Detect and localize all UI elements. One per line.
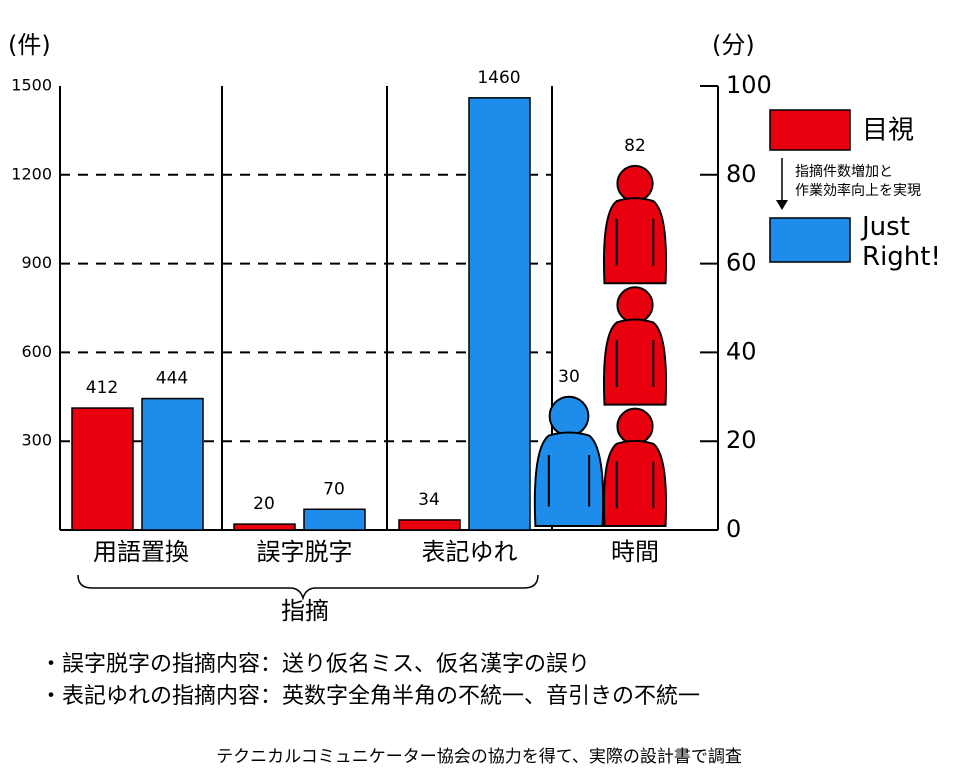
- person-body: [602, 439, 668, 527]
- note: ・誤字脱字の指摘内容：送り仮名ミス、仮名漢字の誤り: [40, 652, 590, 677]
- footer: テクニカルコミュニケーター協会の協力を得て、実際の設計書で調査: [216, 747, 742, 767]
- group-label: 指摘: [281, 597, 329, 625]
- bar: [233, 523, 296, 531]
- person-head: [616, 407, 654, 445]
- legend-label: Just Right!: [862, 212, 941, 272]
- value-label: 444: [156, 369, 188, 389]
- y-tick-label: 900: [21, 253, 52, 272]
- person-head: [548, 395, 590, 437]
- legend-swatch: [769, 217, 851, 263]
- value-label: 20: [253, 494, 275, 514]
- y-axis-title: (件): [8, 31, 51, 59]
- value-label: 82: [624, 136, 646, 156]
- pictogram: [602, 164, 668, 527]
- x-tick-label: 用語置換: [93, 538, 189, 566]
- x-tick-label: 時間: [611, 538, 659, 566]
- person-arm: [615, 218, 655, 266]
- y-tick-label: 1200: [11, 164, 52, 183]
- brace: [77, 574, 539, 601]
- x-tick-label: 誤字脱字: [257, 538, 353, 566]
- y-tick-label: 600: [21, 342, 52, 361]
- person-arm: [547, 454, 591, 507]
- value-label: 34: [418, 490, 440, 510]
- y-tick-label: 1500: [11, 76, 52, 95]
- legend-note: 指摘件数増加と: [795, 163, 893, 180]
- person-arm: [615, 340, 655, 388]
- person-body: [602, 197, 668, 285]
- y2-tick-label: 40: [726, 337, 757, 365]
- y2-tick-label: 100: [726, 71, 772, 99]
- person-head: [616, 164, 654, 203]
- value-label: 30: [558, 367, 580, 387]
- bar: [71, 407, 134, 531]
- legend-note: 作業効率向上を実現: [795, 182, 921, 199]
- person-arm: [615, 461, 655, 509]
- value-label: 412: [86, 378, 118, 398]
- note: ・表記ゆれの指摘内容：英数字全角半角の不統一、音引きの不統一: [40, 684, 700, 709]
- pictogram: [533, 395, 605, 527]
- y2-tick-label: 60: [726, 249, 757, 277]
- legend-swatch: [769, 109, 851, 151]
- bar: [303, 508, 366, 531]
- y2-tick-label: 80: [726, 160, 757, 188]
- y2-axis-title: (分): [712, 31, 755, 59]
- bar: [141, 397, 204, 531]
- x-tick-label: 表記ゆれ: [422, 538, 518, 566]
- y2-tick-label: 20: [726, 426, 757, 454]
- person-body: [533, 431, 605, 527]
- value-label: 70: [323, 479, 345, 499]
- legend-label: 目視: [862, 116, 914, 146]
- value-label: 1460: [477, 68, 520, 88]
- person-body: [602, 318, 668, 406]
- person-head: [616, 286, 654, 324]
- y-tick-label: 300: [21, 431, 52, 450]
- legend-arrowhead: [776, 200, 788, 210]
- bar: [398, 519, 461, 531]
- bar: [468, 97, 531, 531]
- y2-tick-label: 0: [726, 515, 741, 543]
